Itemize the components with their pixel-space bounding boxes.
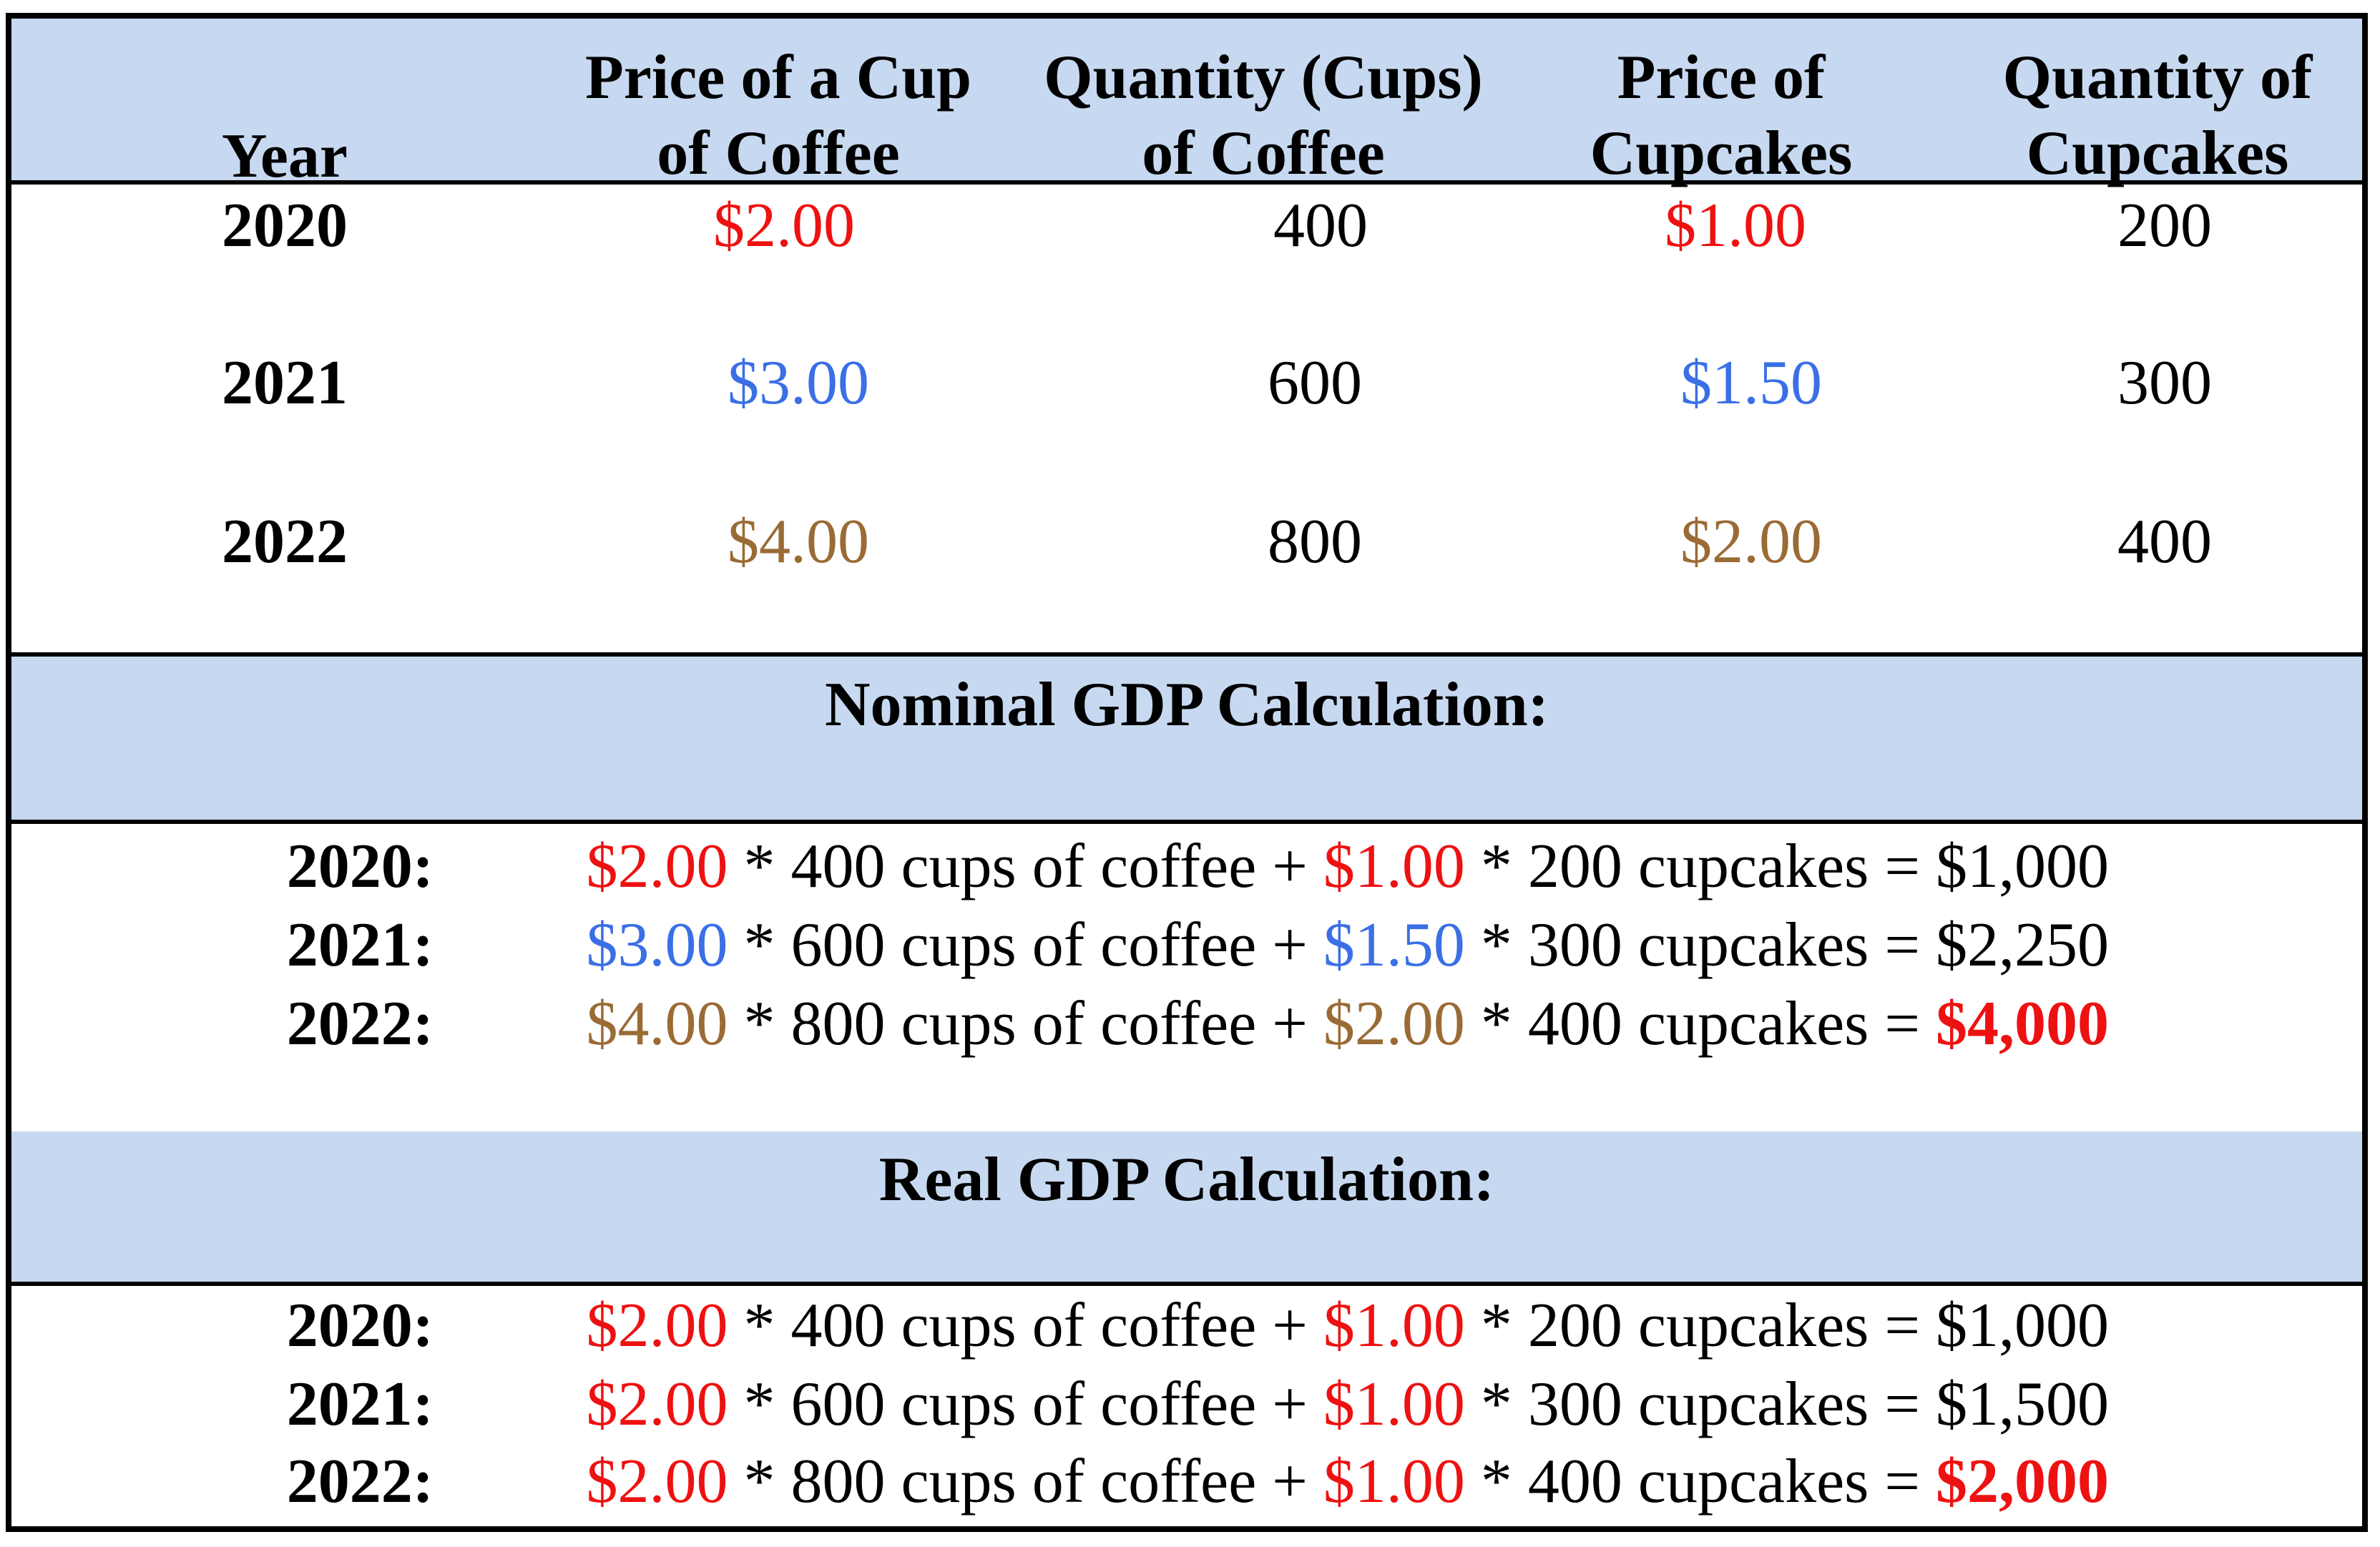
real-2022-coffee-price: $2.00 [586,1447,728,1516]
real-2022-equation: $2.00 * 800 cups of coffee + $1.00 * 400… [11,1446,2109,1518]
row-2021-cupcake-qty: 300 [2117,348,2212,418]
real-2020-coffee-term: * 400 cups of coffee + [728,1291,1323,1360]
row-2020-coffee-price: $2.00 [713,191,855,260]
nominal-2022-year: 2022: [286,989,434,1059]
real-2020-equation: $2.00 * 400 cups of coffee + $1.00 * 200… [11,1290,2109,1362]
row-2020-year: 2020 [222,191,348,260]
row-2022-cupcake-price: $2.00 [1680,507,1822,576]
row-2022-cupcake-qty: 400 [2117,507,2212,576]
row-2021-coffee-qty: 600 [1268,348,1362,418]
nominal-2021-coffee-price: $3.00 [586,910,728,980]
real-2020-cupcake-term: * 200 cupcakes = [1464,1291,1936,1360]
real-2021-cupcake-term: * 300 cupcakes = [1464,1370,1936,1439]
gdp-table-frame: Year Price of a Cup of Coffee Quantity (… [6,13,2368,1532]
header-cupcake-price-line2: Cupcakes [1590,119,1853,188]
row-2022-coffee-price: $4.00 [728,507,869,576]
real-2022-cupcake-price: $1.00 [1323,1447,1465,1516]
row-2021-coffee-price: $3.00 [728,348,869,418]
nominal-2022-equation: $4.00 * 800 cups of coffee + $2.00 * 400… [11,988,2109,1060]
header-coffee-price-line1: Price of a Cup [584,43,972,112]
header-cupcake-price-line1: Price of [1617,43,1826,112]
real-2020-coffee-price: $2.00 [586,1291,728,1360]
nominal-2021-cupcake-price: $1.50 [1323,910,1465,980]
nominal-2021-coffee-term: * 600 cups of coffee + [728,910,1323,980]
row-2020-cupcake-qty: 200 [2117,191,2212,260]
real-2021-cupcake-price: $1.00 [1323,1370,1465,1439]
real-bottom-divider [11,1282,2362,1286]
row-2022-year: 2022 [222,507,348,576]
nominal-bottom-divider [11,820,2362,824]
nominal-2020-total: $1,000 [1936,832,2109,901]
nominal-2021-cupcake-term: * 300 cupcakes = [1464,910,1936,980]
row-2021-year: 2021 [222,348,348,418]
nominal-2021-total: $2,250 [1936,910,2109,980]
table-header-band [11,19,2362,180]
header-cupcake-qty-line2: Cupcakes [2026,119,2289,188]
real-gdp-title: Real GDP Calculation: [878,1145,1495,1214]
header-coffee-qty-line1: Quantity (Cups) [1044,43,1483,112]
row-2020-cupcake-price: $1.00 [1665,191,1806,260]
nominal-2022-coffee-price: $4.00 [586,989,728,1059]
nominal-top-divider [11,652,2362,657]
header-coffee-qty-line2: of Coffee [1142,119,1385,188]
nominal-2020-coffee-price: $2.00 [586,832,728,901]
nominal-2022-total: $4,000 [1936,989,2109,1059]
nominal-2022-cupcake-term: * 400 cupcakes = [1464,989,1936,1059]
real-2022-cupcake-term: * 400 cupcakes = [1464,1447,1936,1516]
nominal-2020-cupcake-price: $1.00 [1323,832,1465,901]
nominal-2022-coffee-term: * 800 cups of coffee + [728,989,1323,1059]
nominal-2020-cupcake-term: * 200 cupcakes = [1464,832,1936,901]
real-2021-coffee-price: $2.00 [586,1370,728,1439]
nominal-2020-coffee-term: * 400 cups of coffee + [728,832,1323,901]
real-2020-total: $1,000 [1936,1291,2109,1360]
nominal-2021-year: 2021: [286,910,434,980]
real-2022-year: 2022: [286,1447,434,1516]
real-2021-total: $1,500 [1936,1370,2109,1439]
nominal-2021-equation: $3.00 * 600 cups of coffee + $1.50 * 300… [11,910,2109,981]
row-2021-cupcake-price: $1.50 [1680,348,1822,418]
real-title-band [11,1131,2362,1282]
real-2020-year: 2020: [286,1291,434,1360]
real-2021-coffee-term: * 600 cups of coffee + [728,1370,1323,1439]
header-year: Year [222,122,348,191]
nominal-2020-year: 2020: [286,832,434,901]
row-2020-coffee-qty: 400 [1273,191,1368,260]
row-2022-coffee-qty: 800 [1268,507,1362,576]
real-2022-total: $2,000 [1936,1447,2109,1516]
nominal-title-band [11,657,2362,820]
real-2021-year: 2021: [286,1370,434,1439]
nominal-gdp-title: Nominal GDP Calculation: [824,670,1549,740]
header-coffee-price-line2: of Coffee [657,119,900,188]
header-divider [11,180,2362,185]
real-2021-equation: $2.00 * 600 cups of coffee + $1.00 * 300… [11,1369,2109,1440]
real-2020-cupcake-price: $1.00 [1323,1291,1465,1360]
nominal-2020-equation: $2.00 * 400 cups of coffee + $1.00 * 200… [11,831,2109,903]
header-cupcake-qty-line1: Quantity of [2002,43,2313,112]
nominal-2022-cupcake-price: $2.00 [1323,989,1465,1059]
real-2022-coffee-term: * 800 cups of coffee + [728,1447,1323,1516]
